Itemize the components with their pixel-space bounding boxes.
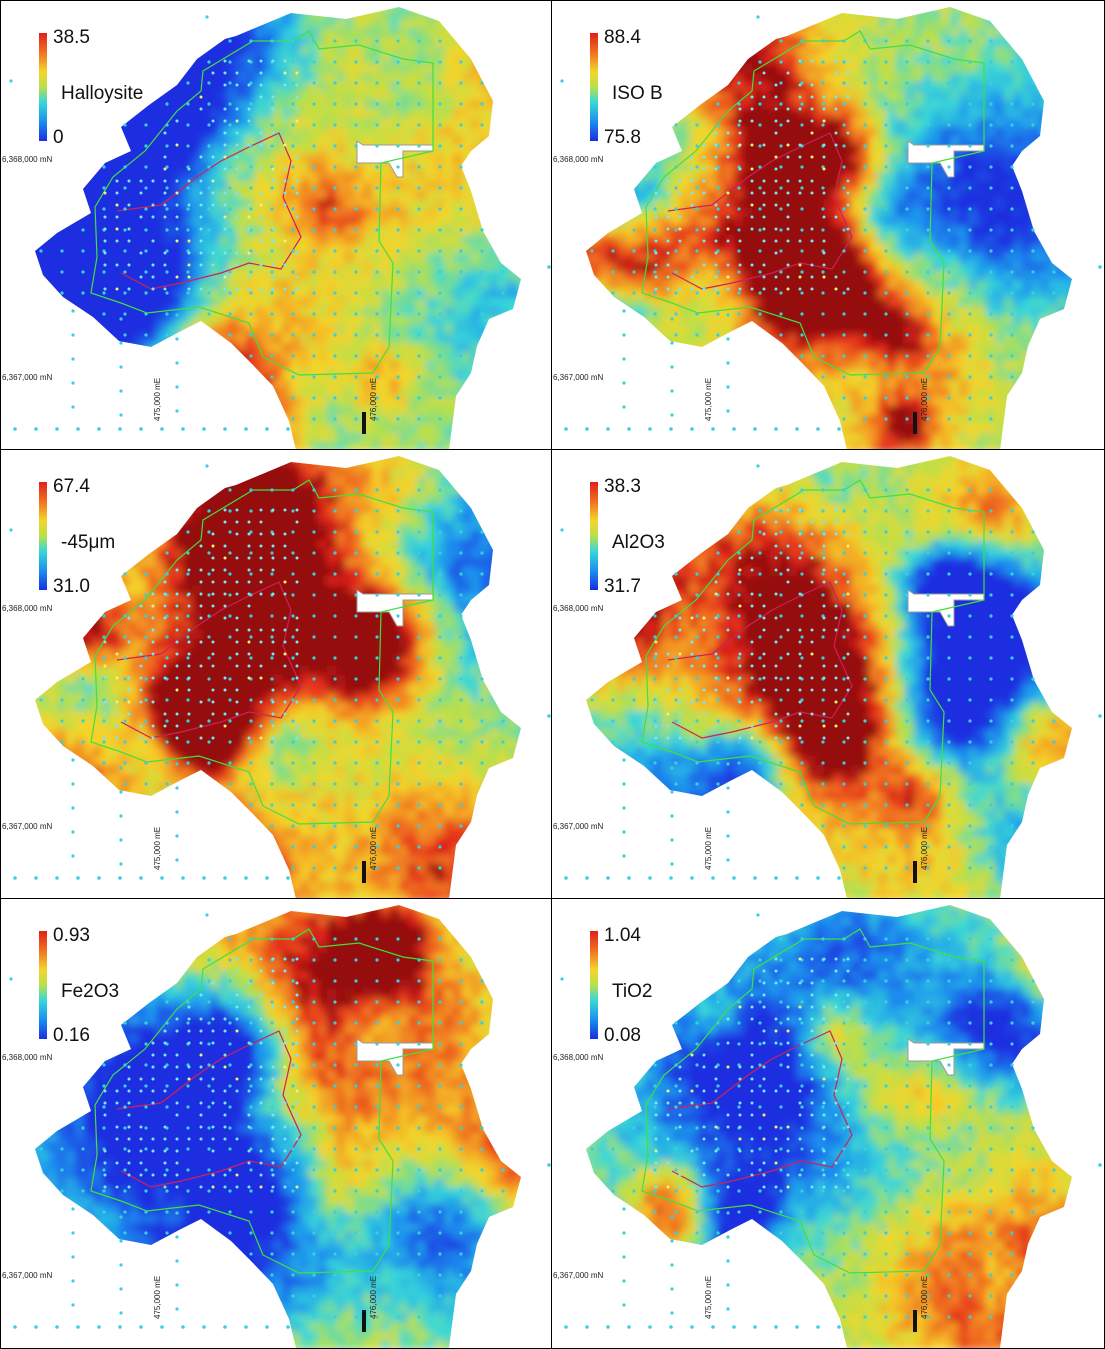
- easting-label-476000: 476,000 mE: [369, 378, 378, 421]
- northing-label-6367000: 6,367,000 mN: [553, 1271, 603, 1280]
- scale-marker: [362, 1310, 366, 1332]
- legend-min-value: 0.08: [604, 1025, 641, 1047]
- colour-legend: 38.5 Halloysite 0: [39, 27, 189, 157]
- legend-variable-name: Halloysite: [61, 83, 143, 105]
- sample-points: [560, 913, 1102, 1329]
- legend-max-value: 67.4: [53, 476, 90, 498]
- legend-variable-name: Fe2O3: [61, 981, 119, 1003]
- scale-marker: [913, 861, 917, 883]
- inner-boundary: [667, 581, 853, 739]
- easting-label-475000: 475,000 mE: [704, 1276, 713, 1319]
- northing-label-6368000: 6,368,000 mN: [2, 155, 52, 164]
- colour-scale-bar: [39, 931, 47, 1039]
- map-panel-iso-b: 88.4 ISO B 75.8 6,368,000 mN 6,367,000 m…: [552, 1, 1104, 450]
- colour-legend: 67.4 -45μm 31.0: [39, 476, 189, 606]
- northing-label-6368000: 6,368,000 mN: [553, 604, 603, 613]
- sample-points: [9, 15, 551, 431]
- legend-min-value: 31.7: [604, 576, 641, 598]
- legend-max-value: 1.04: [604, 925, 641, 947]
- easting-label-475000: 475,000 mE: [153, 827, 162, 870]
- legend-variable-name: Al2O3: [612, 532, 665, 554]
- northing-label-6367000: 6,367,000 mN: [553, 822, 603, 831]
- colour-legend: 0.93 Fe2O3 0.16: [39, 925, 189, 1055]
- easting-label-476000: 476,000 mE: [920, 827, 929, 870]
- legend-min-value: 75.8: [604, 127, 641, 149]
- map-panel-tio2: 1.04 TiO2 0.08 6,368,000 mN 6,367,000 mN…: [552, 899, 1104, 1348]
- easting-label-476000: 476,000 mE: [920, 1276, 929, 1319]
- map-panel-al2o3: 38.3 Al2O3 31.7 6,368,000 mN 6,367,000 m…: [552, 450, 1104, 899]
- legend-min-value: 0.16: [53, 1025, 90, 1047]
- legend-min-value: 0: [53, 127, 64, 149]
- heatmap: [9, 456, 551, 898]
- colour-scale-bar: [39, 33, 47, 141]
- deposit-boundary: [641, 928, 985, 1274]
- heatmap: [9, 905, 551, 1348]
- colour-scale-bar: [590, 482, 598, 590]
- legend-variable-name: TiO2: [612, 981, 652, 1003]
- sample-points: [560, 15, 1102, 431]
- northing-label-6368000: 6,368,000 mN: [2, 1053, 52, 1062]
- legend-variable-name: ISO B: [612, 83, 663, 105]
- scale-marker: [362, 412, 366, 434]
- northing-label-6368000: 6,368,000 mN: [553, 155, 603, 164]
- inner-boundary: [667, 1030, 853, 1188]
- legend-max-value: 38.3: [604, 476, 641, 498]
- legend-variable-name: -45μm: [61, 532, 115, 554]
- northing-label-6368000: 6,368,000 mN: [553, 1053, 603, 1062]
- map-panel-halloysite: 38.5 Halloysite 0 6,368,000 mN 6,367,000…: [1, 1, 552, 450]
- inner-boundary: [116, 581, 302, 739]
- northing-label-6367000: 6,367,000 mN: [2, 373, 52, 382]
- map-panel-minus-45um: 67.4 -45μm 31.0 6,368,000 mN 6,367,000 m…: [1, 450, 552, 899]
- legend-max-value: 38.5: [53, 27, 90, 49]
- easting-label-476000: 476,000 mE: [920, 378, 929, 421]
- colour-legend: 88.4 ISO B 75.8: [590, 27, 740, 157]
- colour-scale-bar: [590, 931, 598, 1039]
- colour-scale-bar: [590, 33, 598, 141]
- easting-label-475000: 475,000 mE: [153, 1276, 162, 1319]
- scale-marker: [913, 412, 917, 434]
- heatmap: [9, 7, 551, 449]
- heatmap: [560, 905, 1102, 1348]
- legend-max-value: 0.93: [53, 925, 90, 947]
- northing-label-6368000: 6,368,000 mN: [2, 604, 52, 613]
- inner-boundary: [667, 132, 853, 290]
- northing-label-6367000: 6,367,000 mN: [553, 373, 603, 382]
- inner-boundary: [116, 132, 302, 290]
- scale-marker: [362, 861, 366, 883]
- northing-label-6367000: 6,367,000 mN: [2, 1271, 52, 1280]
- sample-points: [9, 464, 551, 880]
- scale-marker: [913, 1310, 917, 1332]
- easting-label-476000: 476,000 mE: [369, 1276, 378, 1319]
- easting-label-476000: 476,000 mE: [369, 827, 378, 870]
- legend-min-value: 31.0: [53, 576, 90, 598]
- easting-label-475000: 475,000 mE: [153, 378, 162, 421]
- sample-points: [560, 464, 1102, 880]
- easting-label-475000: 475,000 mE: [704, 827, 713, 870]
- heatmap: [560, 7, 1102, 449]
- map-panel-fe2o3: 0.93 Fe2O3 0.16 6,368,000 mN 6,367,000 m…: [1, 899, 552, 1348]
- easting-label-475000: 475,000 mE: [704, 378, 713, 421]
- northing-label-6367000: 6,367,000 mN: [2, 822, 52, 831]
- legend-max-value: 88.4: [604, 27, 641, 49]
- sample-points: [9, 913, 551, 1329]
- inner-boundary: [116, 1030, 302, 1188]
- colour-legend: 1.04 TiO2 0.08: [590, 925, 740, 1055]
- heatmap: [560, 456, 1102, 898]
- colour-scale-bar: [39, 482, 47, 590]
- colour-legend: 38.3 Al2O3 31.7: [590, 476, 740, 606]
